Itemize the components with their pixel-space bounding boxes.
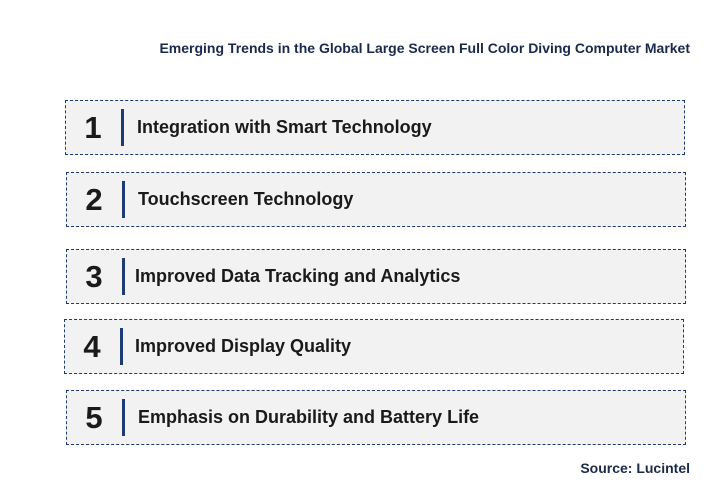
trend-item-5: 5 Emphasis on Durability and Battery Lif… <box>66 390 686 445</box>
trend-divider <box>122 258 125 295</box>
trend-number: 3 <box>85 258 103 294</box>
trend-item-2: 2 Touchscreen Technology <box>66 172 686 227</box>
trend-number: 5 <box>85 399 103 435</box>
trend-label: Integration with Smart Technology <box>137 117 432 137</box>
trend-label: Improved Data Tracking and Analytics <box>135 266 461 286</box>
trend-divider <box>122 181 125 218</box>
trend-number: 2 <box>85 181 103 217</box>
trend-divider <box>122 399 125 436</box>
trend-item-1: 1 Integration with Smart Technology <box>65 100 685 155</box>
trend-number: 1 <box>84 109 102 145</box>
trend-item-4: 4 Improved Display Quality <box>64 319 684 374</box>
trend-number: 4 <box>83 328 101 364</box>
chart-title: Emerging Trends in the Global Large Scre… <box>159 40 690 56</box>
trend-divider <box>120 328 123 365</box>
trend-item-3: 3 Improved Data Tracking and Analytics <box>66 249 686 304</box>
trend-label: Touchscreen Technology <box>138 189 354 209</box>
trend-label: Emphasis on Durability and Battery Life <box>138 407 480 427</box>
source-note: Source: Lucintel <box>580 460 690 476</box>
trend-label: Improved Display Quality <box>135 336 352 356</box>
trend-divider <box>121 109 124 146</box>
